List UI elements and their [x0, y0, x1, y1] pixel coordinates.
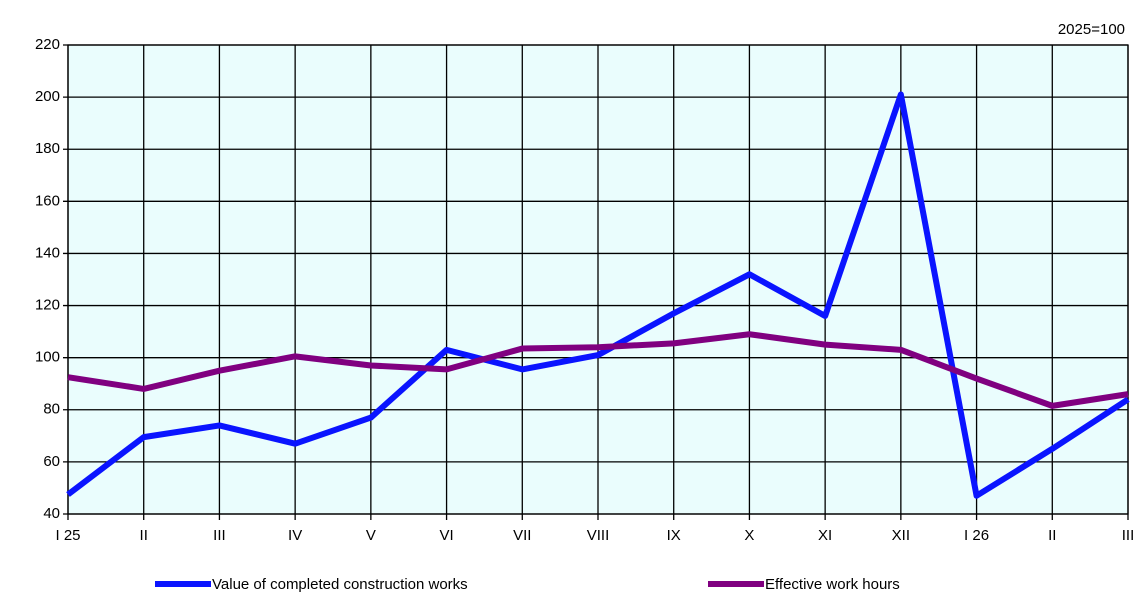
- y-tick-label: 120: [35, 297, 60, 314]
- y-tick-label: 200: [35, 88, 60, 105]
- x-tick-label: V: [366, 527, 376, 544]
- y-tick-label: 220: [35, 36, 60, 53]
- x-tick-label: II: [1048, 527, 1056, 544]
- y-tick-label: 180: [35, 140, 60, 157]
- x-tick-label: II: [140, 527, 148, 544]
- line-series: [67, 331, 1129, 409]
- x-tick-label: VIII: [587, 527, 610, 544]
- y-tick-label: 140: [35, 244, 60, 261]
- x-tick-label: I 25: [55, 527, 80, 544]
- x-tick-label: I 26: [964, 527, 989, 544]
- y-tick-label: 80: [43, 401, 60, 418]
- y-tick-label: 60: [43, 453, 60, 470]
- x-tick-label: VI: [439, 527, 453, 544]
- legend-label: Value of completed construction works: [212, 576, 468, 593]
- x-tick-label: XII: [892, 527, 910, 544]
- legend-label: Effective work hours: [765, 576, 900, 593]
- x-tick-label: III: [1122, 527, 1135, 544]
- x-tick-label: IX: [667, 527, 681, 544]
- x-tick-label: IV: [288, 527, 302, 544]
- x-tick-label: XI: [818, 527, 832, 544]
- x-tick-label: VII: [513, 527, 531, 544]
- x-tick-label: X: [744, 527, 754, 544]
- y-tick-label: 40: [43, 505, 60, 522]
- plot-border: [67, 44, 1129, 515]
- y-tick-label: 160: [35, 192, 60, 209]
- x-tick-label: III: [213, 527, 226, 544]
- annotation: 2025=100: [1058, 21, 1125, 38]
- y-tick-label: 100: [35, 349, 60, 366]
- line-series: [66, 91, 1130, 499]
